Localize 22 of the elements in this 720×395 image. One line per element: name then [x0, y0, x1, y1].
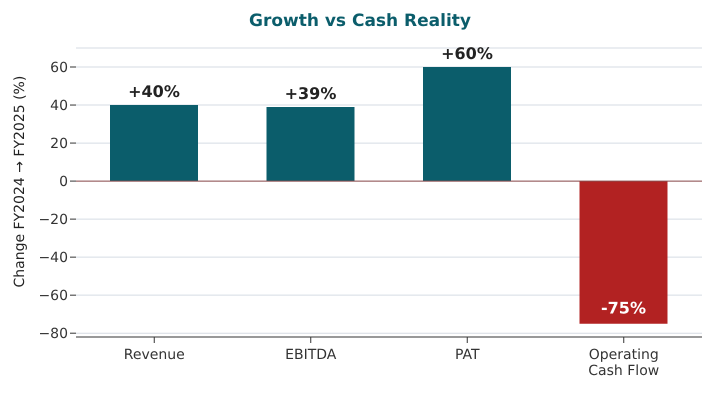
y-tick-label: 20 — [50, 136, 68, 152]
x-tick-label: PAT — [454, 347, 480, 363]
bar — [423, 67, 511, 182]
bar — [580, 181, 668, 324]
y-axis-title: Change FY2024 → FY2025 (%) — [12, 76, 28, 288]
bar — [110, 105, 198, 182]
x-tick-label: Revenue — [124, 347, 185, 363]
y-tick-label: 60 — [50, 60, 68, 76]
y-tick-label: −40 — [38, 250, 68, 266]
data-label: +40% — [128, 82, 180, 102]
y-tick-label: −20 — [38, 212, 68, 228]
x-tick-label: Operating Cash Flow — [588, 347, 660, 379]
x-tick-label: EBITDA — [285, 347, 337, 363]
y-tick-label: −60 — [38, 288, 68, 304]
data-label: +60% — [441, 44, 493, 64]
data-label: -75% — [601, 298, 646, 318]
chart-title: Growth vs Cash Reality — [248, 10, 472, 33]
data-label: +39% — [284, 84, 336, 103]
y-tick-label: 0 — [59, 174, 68, 190]
bar — [266, 106, 354, 182]
y-tick-label: −80 — [38, 326, 68, 342]
y-tick-label: 40 — [50, 98, 68, 114]
